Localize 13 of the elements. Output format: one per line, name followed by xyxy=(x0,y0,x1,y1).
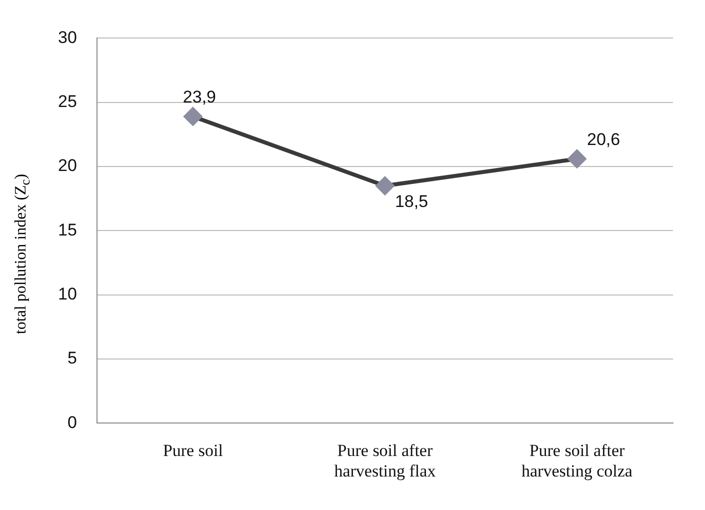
y-tick-label: 30 xyxy=(58,28,77,47)
x-tick-label: Pure soil after harvesting flax xyxy=(334,440,436,480)
y-tick-label: 25 xyxy=(58,92,77,112)
y-tick-label: 0 xyxy=(67,412,77,432)
y-tick-label: 20 xyxy=(58,156,77,176)
y-tick-label: 10 xyxy=(58,284,77,304)
y-tick-label: 5 xyxy=(67,348,77,368)
data-label: 18,5 xyxy=(394,192,428,211)
y-tick-label: 15 xyxy=(58,220,77,240)
x-tick-label: Pure soil xyxy=(162,440,224,460)
data-label: 23,9 xyxy=(182,88,216,107)
data-label: 20,6 xyxy=(586,130,620,150)
x-tick-label: Pure soil after harvesting colza xyxy=(522,440,633,480)
